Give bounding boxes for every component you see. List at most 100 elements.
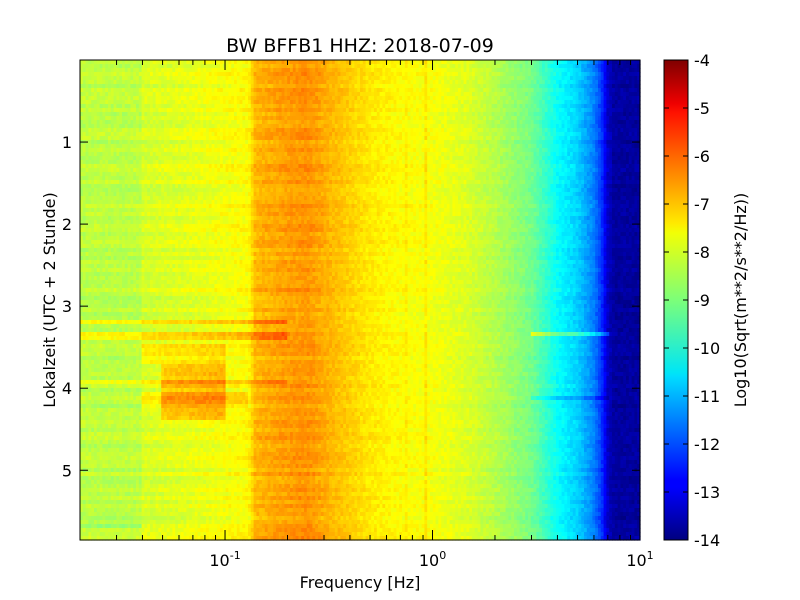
heatmap-cell: [194, 124, 199, 129]
heatmap-cell: [600, 100, 605, 105]
heatmap-cell: [217, 72, 221, 77]
heatmap-cell: [329, 108, 333, 113]
heatmap-cell: [108, 60, 112, 65]
heatmap-cell: [152, 108, 157, 113]
heatmap-cell: [536, 80, 540, 85]
heatmap-cell: [169, 80, 173, 85]
heatmap-cell: [505, 76, 509, 81]
heatmap-cell: [80, 116, 84, 121]
heatmap-cell: [564, 112, 568, 117]
heatmap-cell: [472, 116, 476, 121]
heatmap-cell: [371, 100, 375, 105]
heatmap-cell: [99, 124, 103, 129]
heatmap-cell: [617, 72, 621, 77]
heatmap-cell: [455, 92, 459, 97]
heatmap-cell: [116, 64, 120, 69]
heatmap-cell: [570, 108, 574, 113]
heatmap-cell: [169, 108, 173, 113]
heatmap-cell: [306, 68, 311, 73]
heatmap-cell: [365, 132, 369, 137]
heatmap-cell: [110, 100, 115, 105]
heatmap-cell: [155, 100, 159, 105]
heatmap-cell: [334, 84, 339, 89]
heatmap-cell: [374, 108, 378, 113]
heatmap-cell: [542, 128, 546, 133]
heatmap-cell: [295, 60, 299, 65]
heatmap-cell: [82, 84, 87, 89]
heatmap-cell: [598, 96, 602, 101]
heatmap-cell: [273, 120, 277, 125]
heatmap-cell: [519, 84, 523, 89]
heatmap-cell: [287, 72, 291, 77]
heatmap-cell: [564, 96, 568, 101]
heatmap-cell: [340, 128, 344, 133]
heatmap-cell: [402, 100, 406, 105]
heatmap-cell: [290, 120, 294, 125]
heatmap-cell: [508, 92, 512, 97]
heatmap-cell: [589, 92, 593, 97]
heatmap-cell: [603, 68, 607, 73]
heatmap-cell: [480, 80, 484, 85]
heatmap-cell: [533, 128, 537, 133]
heatmap-cell: [441, 88, 445, 93]
heatmap-cell: [441, 96, 445, 101]
heatmap-cell: [96, 68, 101, 73]
heatmap-cell: [357, 68, 361, 73]
heatmap-cell: [298, 96, 302, 101]
heatmap-cell: [460, 64, 465, 69]
heatmap-cell: [444, 108, 448, 113]
heatmap-cell: [105, 120, 109, 125]
heatmap-cell: [488, 60, 493, 65]
heatmap-cell: [480, 128, 484, 133]
heatmap-cell: [228, 96, 232, 101]
heatmap-cell: [306, 100, 311, 105]
heatmap-cell: [558, 112, 563, 117]
heatmap-cell: [474, 64, 479, 69]
heatmap-cell: [264, 112, 269, 117]
heatmap-cell: [290, 112, 294, 117]
heatmap-cell: [337, 120, 341, 125]
heatmap-cell: [88, 64, 92, 69]
heatmap-cell: [122, 104, 126, 109]
heatmap-cell: [189, 92, 193, 97]
heatmap-cell: [382, 92, 386, 97]
heatmap-cell: [208, 132, 213, 137]
heatmap-cell: [306, 60, 311, 65]
heatmap-cell: [343, 104, 347, 109]
heatmap-cell: [404, 64, 409, 69]
heatmap-cell: [329, 104, 333, 109]
heatmap-cell: [298, 88, 302, 93]
heatmap-cell: [236, 76, 241, 81]
heatmap-cell: [578, 132, 582, 137]
heatmap-cell: [469, 104, 473, 109]
heatmap-cell: [99, 108, 103, 113]
heatmap-cell: [116, 104, 120, 109]
heatmap-cell: [287, 124, 291, 129]
heatmap-cell: [264, 68, 269, 73]
heatmap-cell: [396, 104, 400, 109]
heatmap-cell: [85, 100, 89, 105]
heatmap-cell: [371, 84, 375, 89]
heatmap-cell: [477, 132, 481, 137]
heatmap-cell: [374, 132, 378, 137]
heatmap-cell: [446, 92, 451, 97]
heatmap-plot-area: [80, 60, 641, 541]
heatmap-cell: [600, 132, 605, 137]
heatmap-cell: [547, 104, 551, 109]
heatmap-cell: [564, 68, 568, 73]
heatmap-cell: [390, 68, 395, 73]
heatmap-cell: [141, 128, 145, 133]
heatmap-cell: [354, 128, 358, 133]
heatmap-cell: [200, 84, 204, 89]
heatmap-cell: [284, 92, 288, 97]
heatmap-cell: [572, 120, 577, 125]
heatmap-cell: [102, 104, 106, 109]
heatmap-cell: [522, 104, 526, 109]
heatmap-cell: [497, 120, 501, 125]
heatmap-cell: [318, 112, 322, 117]
heatmap-cell: [550, 80, 554, 85]
heatmap-cell: [547, 60, 551, 65]
heatmap-cell: [309, 88, 313, 93]
heatmap-cell: [287, 108, 291, 113]
heatmap-cell: [614, 108, 619, 113]
